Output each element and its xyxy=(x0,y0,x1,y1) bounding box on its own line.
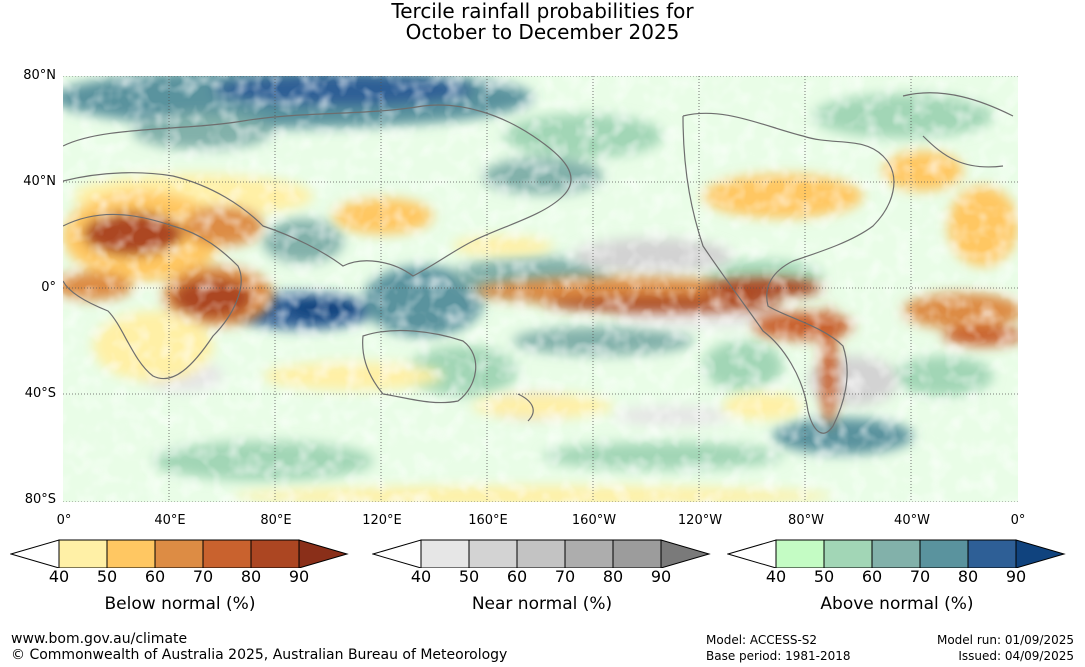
tick-40: 40 xyxy=(410,567,432,586)
tick-40: 40 xyxy=(765,567,787,586)
colorbar-segment xyxy=(250,539,300,568)
legend-caption-near: Near normal (%) xyxy=(471,594,613,614)
coastlines xyxy=(63,92,1014,434)
tick-90: 90 xyxy=(1005,567,1027,586)
issued-date: Issued: 04/09/2025 xyxy=(958,649,1074,663)
colorbar-segment xyxy=(202,539,252,568)
map-texture xyxy=(63,76,1018,502)
colorbar-segment xyxy=(564,539,614,568)
tick-80: 80 xyxy=(240,567,262,586)
map-title-line2: October to December 2025 xyxy=(405,20,680,44)
colorbar-segment xyxy=(871,539,921,568)
tick-50: 50 xyxy=(96,567,118,586)
lat-label-80n: 80°N xyxy=(23,68,56,83)
rainfall-probability-map xyxy=(63,76,1018,502)
lat-label-40n: 40°N xyxy=(23,174,56,189)
colorbar-segment xyxy=(468,539,518,568)
colorbar-lower-triangle xyxy=(10,539,60,568)
lon-label-160e: 160°E xyxy=(468,513,508,528)
tick-60: 60 xyxy=(144,567,166,586)
legend-above-normal: 40 50 60 70 80 90 Above normal (%) xyxy=(727,538,1067,614)
lat-label-80s: 80°S xyxy=(24,492,56,507)
legend-caption-above: Above normal (%) xyxy=(820,594,974,614)
colorbar-segment xyxy=(516,539,566,568)
lon-label-40e: 40°E xyxy=(154,513,186,528)
model-name: Model: ACCESS-S2 xyxy=(706,633,818,647)
tick-90: 90 xyxy=(288,567,310,586)
lon-label-0-east: 0° xyxy=(1010,513,1026,528)
website-link[interactable]: www.bom.gov.au/climate xyxy=(11,631,188,647)
tick-50: 50 xyxy=(813,567,835,586)
colorbar-near-normal xyxy=(372,539,711,568)
colorbar-segment xyxy=(823,539,873,568)
legend-caption-below: Below normal (%) xyxy=(104,594,256,614)
tick-60: 60 xyxy=(506,567,528,586)
lon-label-160w: 160°W xyxy=(571,513,617,528)
legend-below-normal: 40 50 60 70 80 90 Below normal (%) xyxy=(10,538,350,614)
colorbar-upper-triangle xyxy=(298,539,349,568)
lon-label-80e: 80°E xyxy=(260,513,292,528)
lon-label-120e: 120°E xyxy=(362,513,402,528)
tick-40: 40 xyxy=(48,567,70,586)
model-run-date: Model run: 01/09/2025 xyxy=(936,633,1074,647)
tick-70: 70 xyxy=(554,567,576,586)
colorbar-segment xyxy=(919,539,969,568)
lat-label-equator: 0° xyxy=(41,280,56,295)
colorbar-segment xyxy=(420,539,470,568)
colorbar-segment xyxy=(58,539,108,568)
colorbar-lower-triangle xyxy=(372,539,422,568)
gridlines xyxy=(63,76,1018,502)
copyright-text: © Commonwealth of Australia 2025, Austra… xyxy=(11,647,508,663)
map-canvas xyxy=(63,76,1018,502)
tick-90: 90 xyxy=(650,567,672,586)
tick-70: 70 xyxy=(909,567,931,586)
colorbar-segment xyxy=(154,539,204,568)
tick-50: 50 xyxy=(458,567,480,586)
tick-80: 80 xyxy=(957,567,979,586)
colorbar-segment xyxy=(612,539,662,568)
colorbar-upper-triangle xyxy=(660,539,711,568)
lon-label-120w: 120°W xyxy=(677,513,723,528)
tick-60: 60 xyxy=(861,567,883,586)
lon-label-0: 0° xyxy=(56,513,72,528)
colorbar-above-normal xyxy=(727,539,1066,568)
lat-label-40s: 40°S xyxy=(24,386,56,401)
colorbar-segment xyxy=(106,539,156,568)
colorbar-segment xyxy=(967,539,1017,568)
tick-80: 80 xyxy=(602,567,624,586)
lon-label-40w: 40°W xyxy=(894,513,930,528)
tick-70: 70 xyxy=(192,567,214,586)
colorbar-below-normal xyxy=(10,539,349,568)
map-title-line1: Tercile rainfall probabilities for xyxy=(391,0,694,23)
legend-near-normal: 40 50 60 70 80 90 Near normal (%) xyxy=(372,538,712,614)
colorbar-upper-triangle xyxy=(1015,539,1066,568)
colorbar-segment xyxy=(775,539,825,568)
base-period: Base period: 1981-2018 xyxy=(706,649,851,663)
colorbar-lower-triangle xyxy=(727,539,777,568)
lon-label-80w: 80°W xyxy=(788,513,824,528)
